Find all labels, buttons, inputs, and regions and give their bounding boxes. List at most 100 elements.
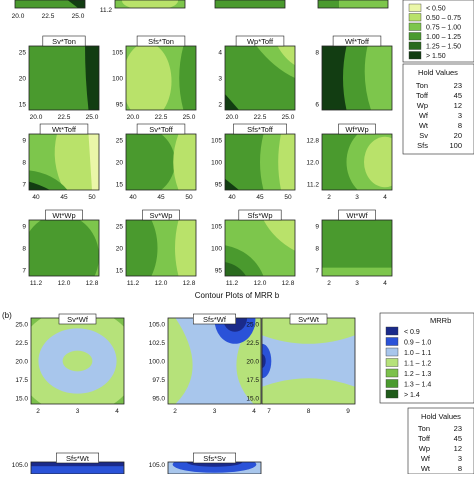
legend-swatch <box>385 326 399 336</box>
panel-title-box <box>142 209 180 221</box>
panel-a-1-1 <box>126 134 196 190</box>
y-tick: 20 <box>116 246 124 253</box>
x-tick: 4 <box>383 280 387 287</box>
legend-label: 1.0 – 1.1 <box>404 350 431 357</box>
panel-a-2-3 <box>322 220 392 276</box>
hold-values-name: Toff <box>416 91 429 100</box>
contour-region <box>173 134 196 190</box>
x-tick: 20.0 <box>127 114 140 121</box>
panel-title-box <box>55 452 100 464</box>
top-tick: 11.2 <box>100 7 113 14</box>
y-tick: 105 <box>211 224 222 231</box>
y-tick: 100 <box>211 246 222 253</box>
panel-a-2-0 <box>29 220 99 276</box>
y-tick: 17.5 <box>246 377 259 384</box>
contour-region <box>318 0 339 8</box>
hold-values-name: Sv <box>419 131 428 140</box>
y-tick: 20 <box>116 160 124 167</box>
y-tick: 9 <box>22 138 26 145</box>
x-tick: 8 <box>307 408 311 415</box>
top-tick: 25.0 <box>72 13 85 20</box>
y-tick: 25 <box>19 50 27 57</box>
contour-region <box>122 0 178 8</box>
y-tick: 2 <box>218 102 222 109</box>
panel-top-4 <box>318 0 388 8</box>
hold-values-value: 8 <box>458 464 462 473</box>
panel-title: Sfs*Wf <box>203 315 227 324</box>
x-tick: 11.2 <box>30 280 43 287</box>
panel-frame <box>114 0 186 9</box>
panel-a-0-3 <box>322 46 392 110</box>
contour-region <box>31 462 124 467</box>
hold-values-name: Ton <box>418 424 430 433</box>
x-tick: 12.8 <box>282 280 295 287</box>
panel-title: Wt*Toff <box>52 125 77 134</box>
x-tick: 40 <box>129 194 137 201</box>
x-tick: 12.8 <box>86 280 99 287</box>
panel-title-box <box>45 209 83 221</box>
y-tick: 97.5 <box>152 377 165 384</box>
y-tick: 20.0 <box>246 359 259 366</box>
y-tick: 6 <box>315 102 319 109</box>
y-tick: 11.2 <box>307 182 320 189</box>
contour-region <box>54 134 99 190</box>
contour-region <box>364 136 392 188</box>
contour-region <box>88 134 99 190</box>
x-tick: 22.5 <box>155 114 168 121</box>
y-tick: 100.0 <box>149 359 166 366</box>
panel-a-0-2 <box>225 46 295 110</box>
y-tick: 20.0 <box>15 359 28 366</box>
panel-a-1-0 <box>29 134 99 190</box>
legend-swatch <box>385 389 399 399</box>
legend-label: 1.3 – 1.4 <box>404 382 431 389</box>
x-tick: 2 <box>327 280 331 287</box>
y-tick: 105.0 <box>149 462 166 469</box>
panel-title: Sv*Wf <box>67 315 89 324</box>
y-tick: 7 <box>22 182 26 189</box>
panel-title-box <box>332 35 382 47</box>
contour-region <box>126 134 175 190</box>
y-tick: 95 <box>215 268 223 275</box>
x-tick: 2 <box>173 408 177 415</box>
panel-a-1-3 <box>322 134 392 190</box>
legend-swatch <box>385 368 399 378</box>
x-tick: 11.2 <box>226 280 239 287</box>
panel-a-0-0 <box>29 46 99 110</box>
hold-values-name: Wf <box>419 111 429 120</box>
x-tick: 40 <box>32 194 40 201</box>
hold-values-value: 100 <box>449 141 462 150</box>
panel-title-box <box>136 123 186 135</box>
hold-values-name: Toff <box>418 434 431 443</box>
panel-title-box <box>136 35 186 47</box>
y-tick: 105 <box>211 138 222 145</box>
legend-label: 0.50 – 0.75 <box>426 15 461 22</box>
panel-title: Sv*Ton <box>52 37 76 46</box>
y-tick: 105 <box>112 50 123 57</box>
panel-a-2-1 <box>126 220 196 276</box>
x-tick: 22.5 <box>58 114 71 121</box>
x-tick: 25.0 <box>183 114 196 121</box>
panel-title: Wf*Wp <box>345 125 368 134</box>
legend-label: < 0.50 <box>426 6 446 13</box>
legend-label: 1.2 – 1.3 <box>404 371 431 378</box>
contour-region <box>29 181 50 190</box>
contour-region <box>278 134 295 190</box>
x-tick: 50 <box>88 194 96 201</box>
panel-frame <box>317 0 389 9</box>
panel-title-box <box>338 123 376 135</box>
panel-b-0 <box>31 318 124 404</box>
y-tick: 100 <box>211 160 222 167</box>
y-tick: 105.0 <box>12 462 29 469</box>
contour-region <box>225 178 239 190</box>
panel-title-box <box>235 35 285 47</box>
y-tick: 22.5 <box>246 340 259 347</box>
y-tick: 95 <box>116 102 124 109</box>
hold-values-name: Wp <box>419 444 430 453</box>
x-tick: 7 <box>267 408 271 415</box>
legend-swatch <box>385 347 399 357</box>
x-tick: 50 <box>185 194 193 201</box>
panel-title: Wt*Wp <box>52 211 75 220</box>
hold-values-value: 3 <box>458 454 462 463</box>
x-tick: 12.8 <box>183 280 196 287</box>
contour-region <box>29 220 99 276</box>
